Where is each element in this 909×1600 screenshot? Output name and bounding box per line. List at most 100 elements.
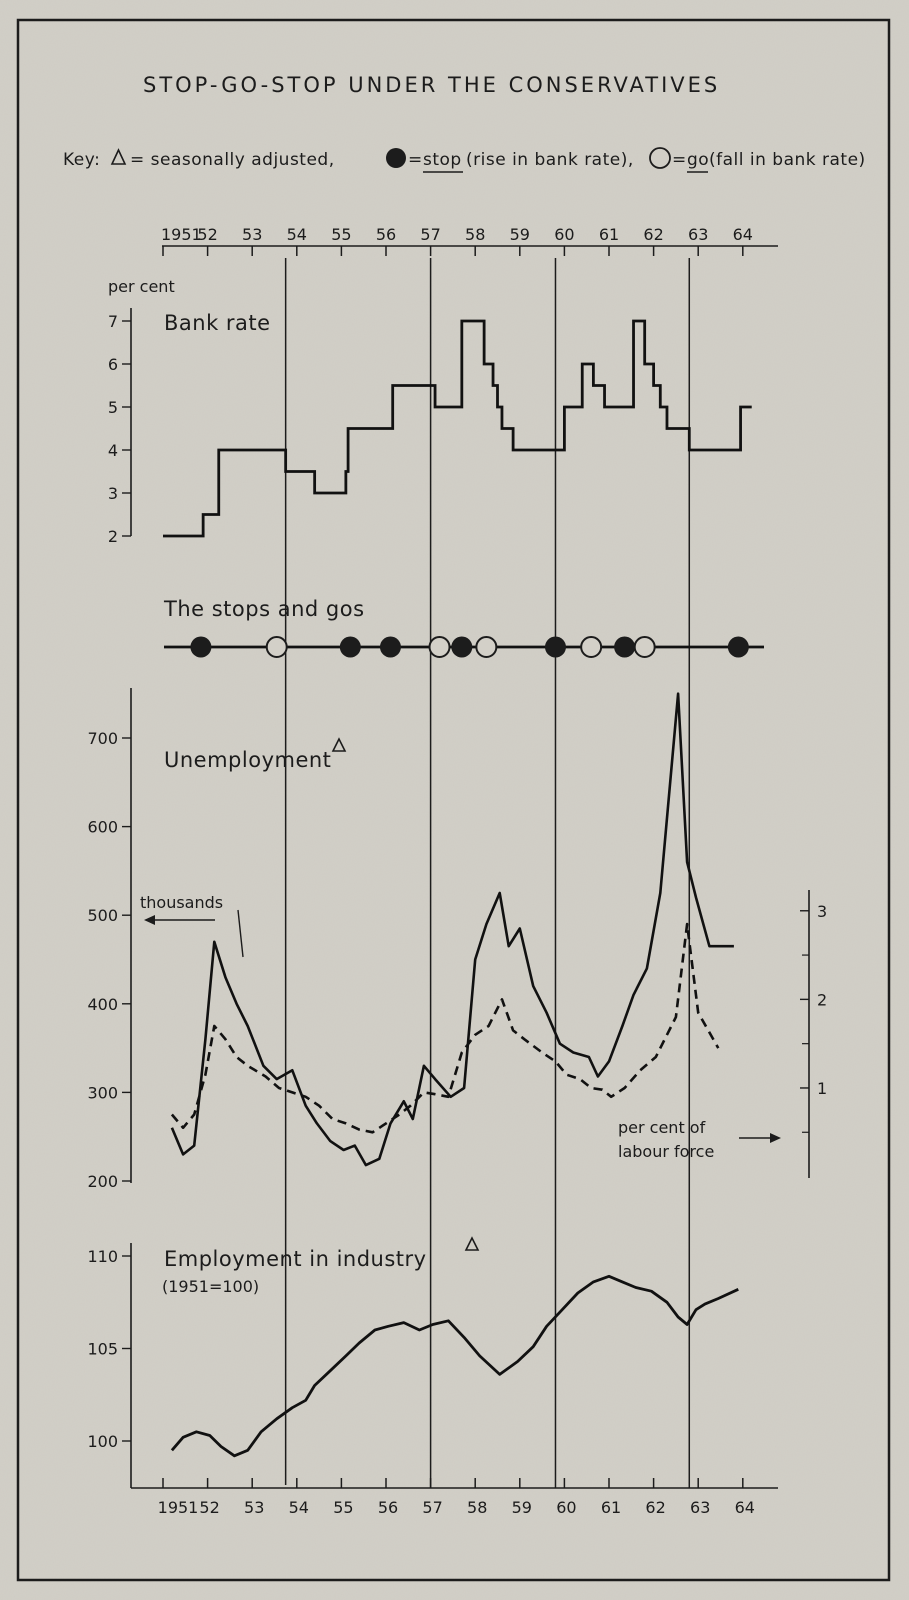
top-axis-tick-label: 1951 (161, 225, 202, 244)
unemployment-y-tick-label: 400 (87, 995, 118, 1014)
key-stop-text: (rise in bank rate), (466, 150, 634, 170)
bottom-axis-tick-label: 53 (244, 1498, 264, 1517)
key-triangle-text: = seasonally adjusted, (130, 150, 335, 170)
left-arrow-icon (144, 915, 155, 925)
top-axis-tick-label: 56 (376, 225, 396, 244)
go-marker (580, 636, 603, 658)
go-marker (428, 636, 451, 658)
unemployment-y-tick-label: 500 (87, 906, 118, 925)
percent-label-line2: labour force (618, 1142, 714, 1161)
bank-rate-panel: per cent Bank rate 2 3 4 5 6 7 (108, 277, 752, 546)
bottom-axis-tick-label: 62 (645, 1498, 665, 1517)
bottom-axis-tick-label: 61 (601, 1498, 621, 1517)
stops-and-gos-events (190, 636, 749, 658)
stop-marker (339, 636, 361, 658)
thousands-pointer-line (237, 909, 244, 958)
key-stop-word: stop (423, 150, 462, 170)
top-axis-tick-label: 62 (643, 225, 663, 244)
percent-y-tick-label: 1 (817, 1079, 827, 1098)
stops-and-gos-title: The stops and gos (163, 597, 365, 621)
thousands-label: thousands (140, 893, 223, 912)
employment-title: Employment in industry (164, 1247, 427, 1271)
go-marker (475, 636, 498, 658)
right-arrow-icon (770, 1133, 781, 1143)
percent-y-tick-label: 2 (817, 990, 827, 1009)
stop-marker (379, 636, 401, 658)
stop-marker (614, 636, 636, 658)
bottom-axis-tick-label: 56 (378, 1498, 398, 1517)
employment-line (170, 1274, 739, 1458)
top-axis-tick-label: 64 (733, 225, 753, 244)
go-marker (633, 636, 656, 658)
bank-rate-title: Bank rate (164, 311, 271, 335)
unemployment-panel: Unemployment 200 300 400 500 600 700 thousand… (87, 688, 827, 1191)
bank-rate-y-tick-label: 4 (108, 441, 118, 460)
triangle-icon (110, 148, 127, 165)
chart-title: STOP-GO-STOP UNDER THE CONSERVATIVES (143, 73, 720, 97)
bottom-axis-tick-label: 1951 (158, 1498, 199, 1517)
top-axis-tick-label: 61 (599, 225, 619, 244)
key-go-word: go (687, 150, 709, 170)
stop-marker (451, 636, 473, 658)
unemployment-y-tick-label: 600 (87, 818, 118, 837)
employment-y-tick-label: 100 (87, 1432, 118, 1451)
triangle-icon (464, 1236, 480, 1251)
open-circle-icon (649, 147, 671, 169)
unemployment-thousands-line (170, 692, 734, 1167)
percent-y-tick-label: 3 (817, 902, 827, 921)
key-stop-eq: = (408, 150, 423, 170)
top-axis-tick-label: 53 (242, 225, 262, 244)
stop-marker (544, 636, 566, 658)
top-axis-tick-label: 59 (510, 225, 530, 244)
unemployment-percent-line (170, 922, 720, 1134)
bank-rate-y-tick-label: 6 (108, 355, 118, 374)
unemployment-y-ticks: 200 300 400 500 600 700 (87, 729, 131, 1191)
top-axis-tick-label: 55 (331, 225, 351, 244)
employment-y-tick-label: 110 (87, 1247, 118, 1266)
top-axis-tick-label: 57 (420, 225, 440, 244)
employment-subtitle: (1951=100) (162, 1277, 259, 1296)
key-go-eq: = (672, 150, 687, 170)
top-axis-tick-label: 58 (465, 225, 485, 244)
chart-key: Key: = seasonally adjusted, = stop (rise… (63, 147, 866, 173)
stop-marker (190, 636, 212, 658)
bottom-axis-ticks: 1951 52 53 54 55 56 57 58 59 60 61 62 63 64 (158, 1478, 755, 1517)
employment-y-tick-label: 105 (87, 1340, 118, 1359)
key-go-text: (fall in bank rate) (709, 150, 866, 170)
unemployment-y-tick-label: 300 (87, 1083, 118, 1102)
top-axis-tick-label: 60 (554, 225, 574, 244)
top-axis-tick-label: 63 (688, 225, 708, 244)
bank-rate-y-tick-label: 3 (108, 484, 118, 503)
figure-frame (16, 18, 891, 1582)
bank-rate-y-tick-label: 5 (108, 398, 118, 417)
bank-rate-y-tick-label: 7 (108, 312, 118, 331)
bottom-axis-tick-label: 57 (422, 1498, 442, 1517)
percent-label-line1: per cent of (618, 1118, 706, 1137)
bank-rate-line (163, 319, 752, 538)
bottom-axis-tick-label: 55 (333, 1498, 353, 1517)
triangle-icon (331, 737, 347, 752)
bottom-axis-tick-label: 60 (556, 1498, 576, 1517)
bank-rate-y-ticks: 2 3 4 5 6 7 (108, 312, 131, 546)
bottom-axis-tick-label: 59 (512, 1498, 532, 1517)
unemployment-title: Unemployment (164, 748, 331, 772)
bottom-axis-tick-label: 58 (467, 1498, 487, 1517)
top-axis-tick-label: 54 (287, 225, 307, 244)
bank-rate-unit-label: per cent (108, 277, 175, 296)
stop-marker (727, 636, 749, 658)
stops-and-gos-panel: The stops and gos (163, 597, 764, 658)
filled-circle-icon (386, 148, 406, 168)
bottom-axis-tick-label: 64 (735, 1498, 755, 1517)
key-prefix: Key: (63, 150, 100, 170)
employment-panel: Employment in industry (1951=100) 100 105… (87, 1236, 739, 1488)
unemployment-y-tick-label: 200 (87, 1172, 118, 1191)
bottom-axis-tick-label: 54 (289, 1498, 309, 1517)
unemployment-y-tick-label: 700 (87, 729, 118, 748)
bottom-axis-tick-label: 63 (690, 1498, 710, 1517)
employment-y-ticks: 100 105 110 (87, 1247, 131, 1451)
bottom-axis-tick-label: 52 (199, 1498, 219, 1517)
bank-rate-y-tick-label: 2 (108, 527, 118, 546)
percent-y-ticks: 1 2 3 (800, 902, 827, 1133)
